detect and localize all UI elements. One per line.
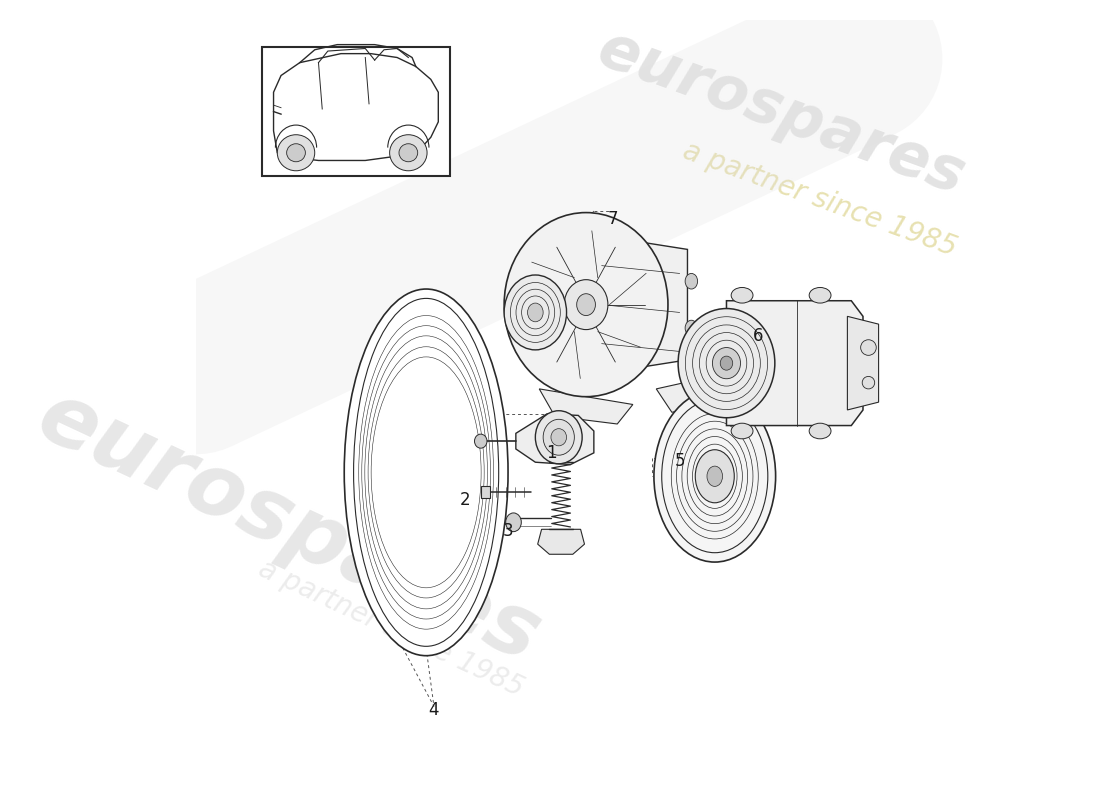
Ellipse shape <box>685 274 697 289</box>
Polygon shape <box>516 414 594 465</box>
Ellipse shape <box>720 356 733 370</box>
Ellipse shape <box>678 309 774 418</box>
Bar <box>262 47 450 176</box>
Ellipse shape <box>528 303 543 322</box>
Polygon shape <box>481 486 491 498</box>
Ellipse shape <box>399 144 418 162</box>
Text: eurospares: eurospares <box>590 20 972 207</box>
Ellipse shape <box>504 275 566 350</box>
Ellipse shape <box>506 513 521 532</box>
Ellipse shape <box>732 423 754 439</box>
Ellipse shape <box>564 280 608 330</box>
Polygon shape <box>274 54 438 161</box>
Ellipse shape <box>474 434 487 448</box>
Ellipse shape <box>732 287 754 303</box>
Ellipse shape <box>862 377 874 389</box>
Ellipse shape <box>707 466 723 486</box>
Text: 5: 5 <box>674 452 685 470</box>
Ellipse shape <box>277 134 315 170</box>
Ellipse shape <box>389 134 427 170</box>
Ellipse shape <box>543 419 574 455</box>
Text: 3: 3 <box>503 522 514 540</box>
Ellipse shape <box>695 450 735 502</box>
Ellipse shape <box>344 289 508 656</box>
Text: 1: 1 <box>546 444 557 462</box>
Text: 2: 2 <box>460 490 471 509</box>
Polygon shape <box>571 231 688 378</box>
Ellipse shape <box>536 410 582 464</box>
Ellipse shape <box>685 320 697 336</box>
Ellipse shape <box>353 298 498 646</box>
Polygon shape <box>539 389 632 424</box>
Ellipse shape <box>810 287 830 303</box>
Ellipse shape <box>504 213 668 397</box>
Polygon shape <box>726 301 864 426</box>
Text: a partner since 1985: a partner since 1985 <box>680 137 960 262</box>
Polygon shape <box>538 530 584 554</box>
Text: 4: 4 <box>429 702 439 719</box>
Ellipse shape <box>576 294 595 315</box>
Ellipse shape <box>713 347 740 378</box>
Polygon shape <box>657 381 692 412</box>
Text: a partner since 1985: a partner since 1985 <box>254 554 528 702</box>
Ellipse shape <box>287 144 306 162</box>
Ellipse shape <box>810 423 830 439</box>
Ellipse shape <box>653 390 776 562</box>
Text: 7: 7 <box>608 210 618 228</box>
Ellipse shape <box>860 340 877 355</box>
Polygon shape <box>847 316 879 410</box>
Ellipse shape <box>551 429 566 446</box>
Text: eurospares: eurospares <box>25 374 554 680</box>
Text: 6: 6 <box>752 327 763 345</box>
